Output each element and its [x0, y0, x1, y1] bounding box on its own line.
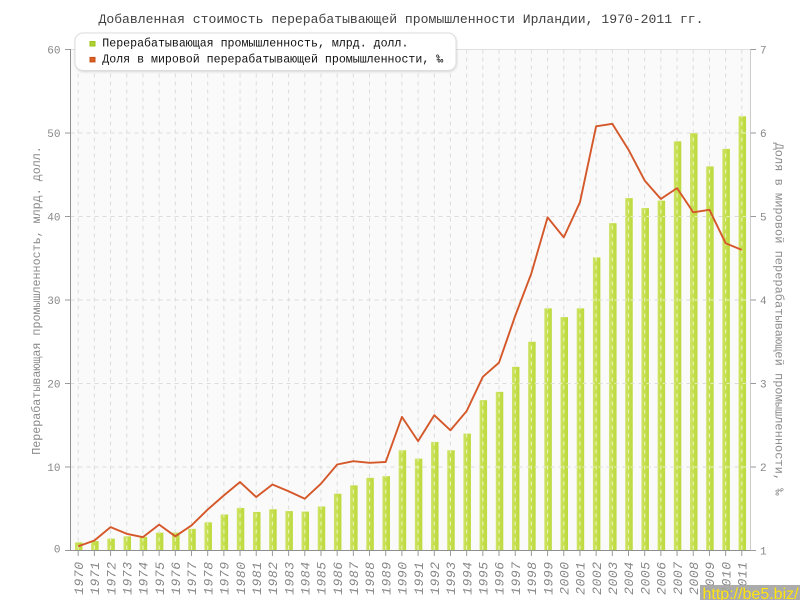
- svg-text:10: 10: [47, 463, 60, 475]
- svg-text:1998: 1998: [525, 561, 540, 595]
- svg-text:1992: 1992: [428, 561, 443, 595]
- svg-text:2001: 2001: [574, 561, 589, 595]
- svg-text:1982: 1982: [266, 561, 281, 595]
- svg-text:1991: 1991: [412, 561, 427, 595]
- svg-text:3: 3: [760, 380, 767, 392]
- svg-text:1986: 1986: [331, 561, 346, 595]
- svg-text:20: 20: [47, 380, 60, 392]
- svg-text:1989: 1989: [379, 561, 394, 595]
- svg-text:Перерабатывающая промышленност: Перерабатывающая промышленность, млрд. д…: [102, 38, 408, 51]
- svg-text:1974: 1974: [137, 561, 152, 595]
- svg-text:4: 4: [760, 296, 767, 308]
- svg-text:1993: 1993: [444, 561, 459, 595]
- svg-text:1: 1: [760, 547, 767, 559]
- svg-text:40: 40: [47, 213, 60, 225]
- svg-text:2007: 2007: [671, 561, 686, 595]
- svg-text:1971: 1971: [88, 561, 103, 595]
- svg-text:1976: 1976: [169, 561, 184, 595]
- svg-text:1970: 1970: [72, 561, 87, 595]
- svg-text:Перерабатывающая промышленност: Перерабатывающая промышленность, млрд. д…: [30, 146, 44, 455]
- svg-text:6: 6: [760, 129, 767, 141]
- svg-text:Доля в мировой перерабатывающе: Доля в мировой перерабатывающей промышле…: [102, 54, 443, 67]
- svg-text:2006: 2006: [655, 561, 670, 595]
- svg-text:2002: 2002: [590, 561, 605, 595]
- svg-text:1988: 1988: [363, 561, 378, 595]
- svg-text:1985: 1985: [315, 561, 330, 595]
- svg-text:1996: 1996: [493, 561, 508, 595]
- svg-text:1972: 1972: [104, 561, 119, 595]
- svg-text:60: 60: [47, 46, 60, 58]
- svg-text:1983: 1983: [282, 561, 297, 595]
- svg-text:1981: 1981: [250, 561, 265, 595]
- svg-text:1984: 1984: [299, 561, 314, 595]
- svg-text:1990: 1990: [396, 561, 411, 595]
- svg-text:Доля в мировой перерабатывающе: Доля в мировой перерабатывающей промышле…: [772, 143, 786, 497]
- svg-text:2008: 2008: [687, 561, 702, 595]
- svg-text:30: 30: [47, 296, 60, 308]
- svg-text:1973: 1973: [120, 561, 135, 595]
- svg-text:1999: 1999: [541, 561, 556, 595]
- svg-text:2003: 2003: [606, 561, 621, 595]
- svg-text:2005: 2005: [638, 561, 653, 595]
- svg-text:1980: 1980: [234, 561, 249, 595]
- svg-text:1979: 1979: [218, 561, 233, 595]
- svg-text:1997: 1997: [509, 561, 524, 595]
- svg-text:1975: 1975: [153, 561, 168, 595]
- svg-text:2004: 2004: [622, 561, 637, 595]
- svg-text:http://be5.biz/: http://be5.biz/: [703, 586, 800, 600]
- svg-text:2: 2: [760, 463, 767, 475]
- svg-text:1987: 1987: [347, 561, 362, 595]
- svg-text:5: 5: [760, 213, 767, 225]
- svg-text:Добавленная стоимость перераба: Добавленная стоимость перерабатывающей п…: [98, 12, 703, 27]
- svg-text:0: 0: [54, 545, 61, 557]
- svg-text:1995: 1995: [477, 561, 492, 595]
- svg-text:7: 7: [760, 46, 767, 58]
- svg-text:2000: 2000: [557, 561, 572, 595]
- svg-text:50: 50: [47, 129, 60, 141]
- svg-text:1977: 1977: [185, 561, 200, 595]
- svg-text:1994: 1994: [460, 561, 475, 595]
- svg-text:1978: 1978: [201, 561, 216, 595]
